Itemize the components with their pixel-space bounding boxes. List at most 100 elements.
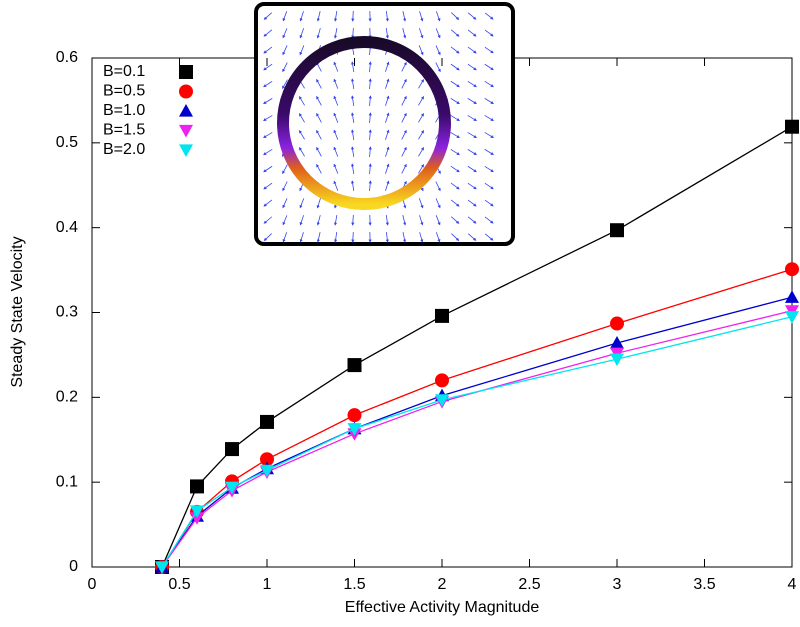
flow-arrow <box>435 215 441 226</box>
flow-arrow <box>484 165 494 173</box>
marker <box>610 336 624 349</box>
flow-arrow <box>467 149 477 156</box>
flow-arrow <box>484 199 494 207</box>
flow-arrow <box>450 216 460 224</box>
flow-arrow <box>451 233 460 242</box>
flow-arrow <box>467 199 477 207</box>
marker <box>785 311 799 324</box>
series-line <box>161 296 793 568</box>
y-tick-label: 0.3 <box>56 304 78 321</box>
flow-arrow <box>418 96 424 106</box>
x-tick-label: 2.5 <box>518 576 540 593</box>
marker <box>610 316 624 331</box>
flow-arrow <box>299 28 305 39</box>
flow-arrow <box>385 231 389 243</box>
flow-arrow <box>368 78 372 90</box>
flow-arrow <box>385 214 389 226</box>
flow-arrow <box>282 45 288 56</box>
marker <box>785 262 799 277</box>
flow-arrow <box>333 215 338 226</box>
flow-arrow <box>418 164 424 174</box>
flow-arrow <box>418 113 424 123</box>
flow-arrow <box>368 95 372 107</box>
flow-arrow <box>333 78 339 89</box>
series-line <box>161 316 793 568</box>
marker <box>225 442 239 457</box>
flow-arrow <box>385 146 390 157</box>
flow-arrow <box>263 182 273 190</box>
flow-arrow <box>385 78 390 89</box>
inset-frame <box>254 2 515 246</box>
flow-arrow <box>263 216 273 224</box>
flow-arrow <box>450 80 460 88</box>
flow-arrow <box>316 11 321 22</box>
flow-arrow <box>282 198 288 209</box>
flow-arrow <box>436 232 441 243</box>
flow-arrow <box>368 112 372 124</box>
marker <box>347 423 362 436</box>
marker <box>179 124 193 138</box>
flow-arrow <box>299 198 305 209</box>
x-tick-label: 0 <box>88 576 97 593</box>
flow-arrow <box>316 232 321 243</box>
x-tick-label: 1.5 <box>343 576 365 593</box>
flow-arrow <box>299 147 305 157</box>
flow-arrow <box>450 132 460 139</box>
flow-arrow <box>467 182 477 190</box>
flow-arrow <box>263 165 273 173</box>
flow-arrow <box>435 181 441 192</box>
marker <box>155 561 169 574</box>
flow-arrow <box>299 232 304 243</box>
flow-arrow <box>450 165 460 173</box>
flow-arrow <box>316 78 322 89</box>
flow-arrow <box>263 199 273 207</box>
marker <box>260 414 274 429</box>
flow-arrow <box>299 11 304 22</box>
flow-arrow <box>484 149 494 156</box>
flow-arrow <box>450 115 460 121</box>
marker <box>260 452 274 467</box>
ring <box>277 36 451 210</box>
flow-arrow <box>419 232 424 243</box>
flow-arrow <box>484 98 494 105</box>
flow-arrow <box>484 216 494 224</box>
flow-arrow <box>351 10 355 22</box>
y-tick-label: 0.2 <box>56 389 78 406</box>
series-line <box>161 268 793 568</box>
marker <box>190 505 204 519</box>
flow-arrow <box>263 149 273 156</box>
flow-arrow <box>385 112 390 123</box>
flow-arrow <box>333 180 339 191</box>
marker <box>610 353 624 367</box>
flow-arrow <box>316 129 322 140</box>
y-tick-label: 0.6 <box>56 49 78 66</box>
flow-arrow <box>316 146 322 157</box>
y-tick-label: 0 <box>69 558 78 575</box>
flow-arrow <box>451 12 460 20</box>
x-tick-label: 1 <box>263 576 272 593</box>
flow-arrow <box>467 29 477 37</box>
flow-arrow <box>351 163 355 174</box>
flow-arrow <box>418 79 424 89</box>
flow-arrow <box>418 130 424 140</box>
flow-arrow <box>401 146 407 157</box>
marker <box>179 104 193 117</box>
flow-arrow <box>484 233 494 241</box>
flow-arrow <box>368 163 372 175</box>
flow-arrow <box>333 112 339 123</box>
x-tick-label: 3 <box>613 576 622 593</box>
flow-arrow <box>351 27 355 39</box>
flow-arrow <box>484 46 494 54</box>
flow-arrow <box>484 63 494 71</box>
flow-arrow <box>419 28 424 39</box>
flow-arrow <box>467 115 477 121</box>
flow-arrow <box>484 115 494 121</box>
flow-arrow <box>435 198 441 209</box>
y-tick-label: 0.1 <box>56 473 78 490</box>
flow-arrow <box>333 163 339 174</box>
x-axis-label: Effective Activity Magnitude <box>345 599 540 616</box>
flow-arrow <box>351 231 355 243</box>
flow-arrow <box>385 180 390 191</box>
flow-arrow <box>450 98 460 105</box>
marker <box>347 408 362 423</box>
